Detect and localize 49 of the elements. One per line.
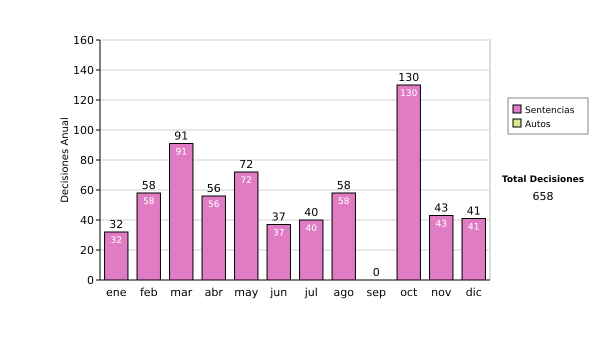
y-tick-label: 20 [80,244,94,257]
y-tick-label: 40 [80,214,94,227]
x-tick-label: dic [466,286,482,299]
data-label: 43 [436,220,447,230]
data-label: 58 [338,197,350,207]
y-tick-label: 140 [73,64,94,77]
x-tick-label: ago [334,286,354,299]
text: Total Decisiones [502,175,584,185]
total-label: 40 [304,206,318,219]
total-label: 72 [239,158,254,171]
x-tick-label: ene [106,286,127,299]
data-label: 130 [400,89,418,99]
x-tick-label: abr [204,286,224,299]
legend-label: Autos [525,120,551,130]
total-label: 43 [434,202,448,214]
total-label: 32 [109,218,124,231]
x-tick-label: may [234,286,259,299]
total-label: 58 [142,179,156,192]
data-label: 41 [468,222,480,232]
y-tick-label: 100 [73,124,94,137]
total-label: 37 [272,210,286,224]
x-tick-label: feb [140,286,158,299]
x-tick-label: oct [400,286,418,299]
x-tick-label: sep [366,286,386,299]
total-label: 41 [466,204,481,218]
data-label: 32 [110,236,122,246]
y-tick-label: 120 [73,94,94,107]
data-label: 58 [143,197,155,207]
x-tick-label: jun [269,286,288,299]
x-tick-label: nov [431,286,452,299]
total-label: 58 [336,179,351,192]
total-label: 91 [174,130,188,142]
data-label: 37 [273,228,284,238]
data-label: 40 [306,224,318,234]
x-tick-label: mar [170,286,193,299]
data-label: 56 [208,200,220,210]
y-tick-label: 80 [80,154,94,167]
data-label: 72 [240,176,252,186]
x-tick-label: jul [304,286,318,299]
total-label: 130 [398,71,420,84]
text: 658 [532,190,554,203]
data-label: 91 [176,148,187,158]
y-tick-label: 0 [87,274,94,287]
total-label: 0 [372,266,380,279]
y-tick-label: 60 [80,184,94,197]
total-label: 56 [206,182,221,195]
legend-label: Sentencias [525,106,575,116]
y-tick-label: 160 [73,34,94,47]
y-axis-title: Decisiones Anual [60,117,71,203]
